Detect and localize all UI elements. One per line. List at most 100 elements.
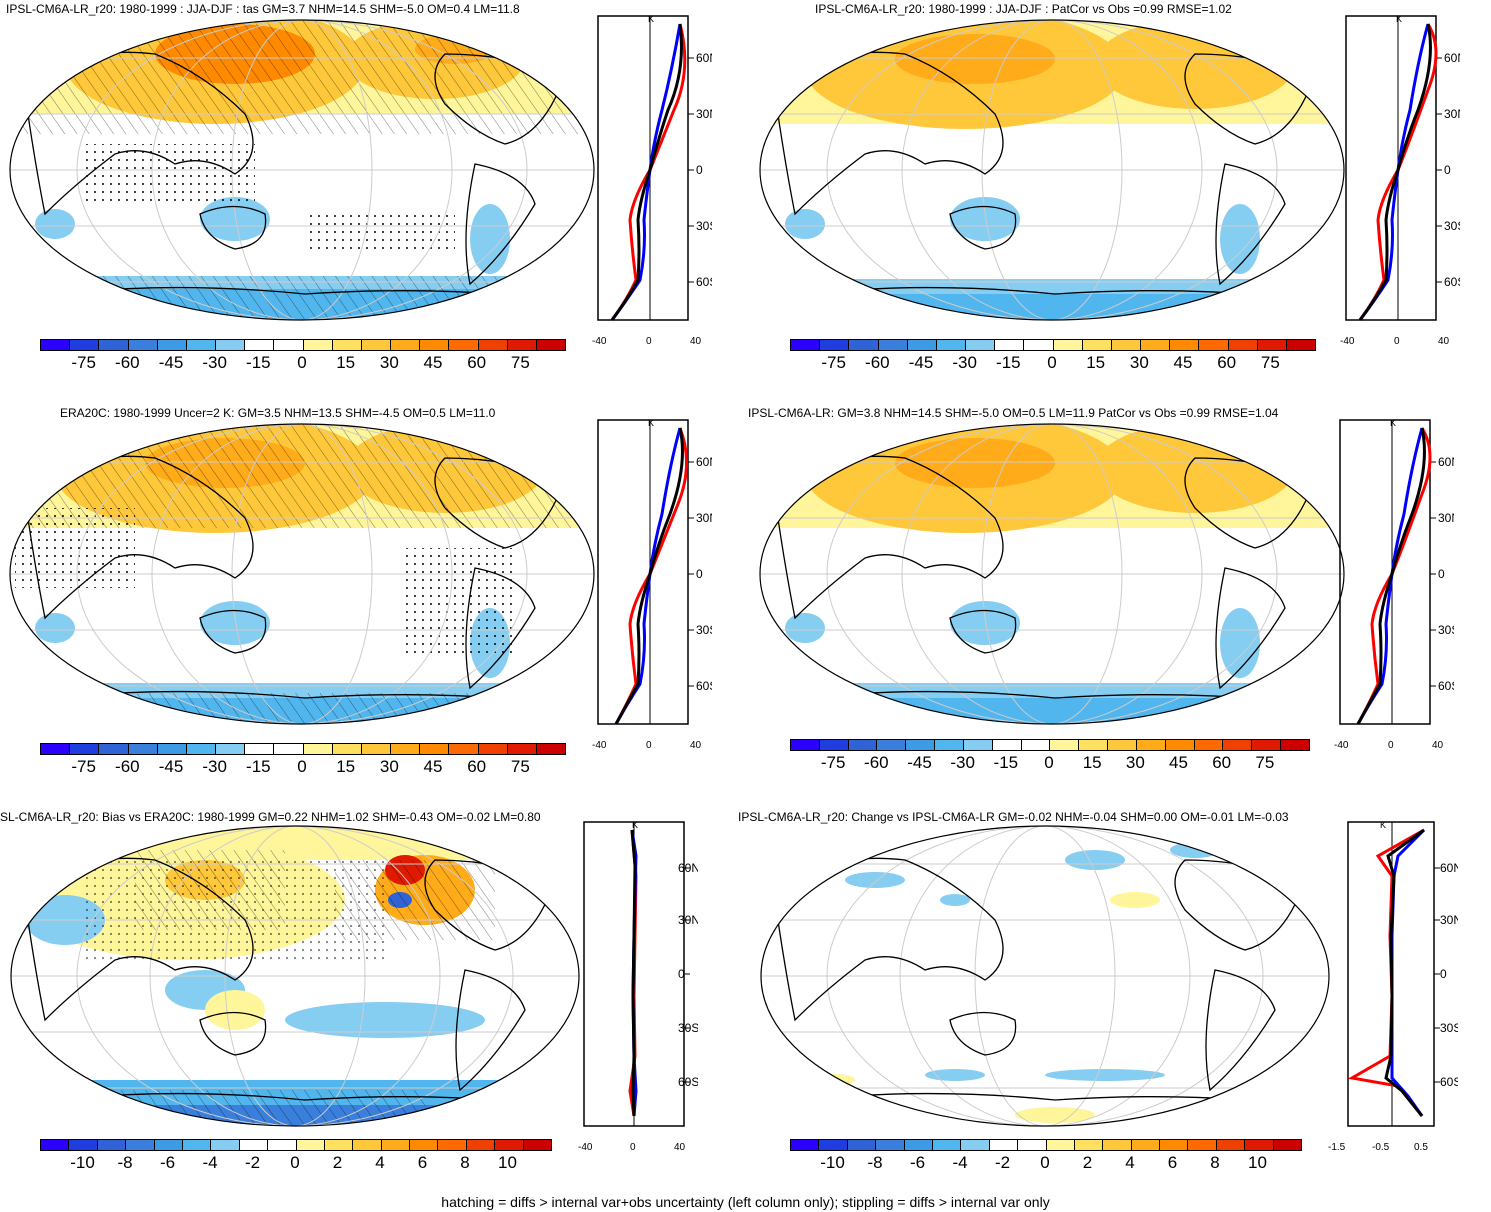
lat-label: 60S <box>696 275 712 289</box>
colorbar-label: 15 <box>1082 753 1102 772</box>
colorbar-swatch <box>906 740 936 750</box>
map-panel-2 <box>759 19 1345 321</box>
colorbar-swatch <box>1079 740 1109 750</box>
lat-label: 0 <box>696 163 703 177</box>
colorbar-swatch <box>791 340 821 350</box>
colorbar-swatch <box>1216 1140 1246 1150</box>
colorbar-swatch <box>381 1140 411 1150</box>
lat-label: 60N <box>1440 861 1458 875</box>
colorbar-swatch <box>1108 740 1137 750</box>
colorbar-swatch <box>966 340 996 350</box>
zonal-panel-6: K 60N 30N 0 30S 60S -1.5 -0.5 0.5 <box>1328 820 1458 1153</box>
colorbar-swatch <box>995 340 1025 350</box>
colorbar-swatch <box>523 1140 552 1150</box>
colorbar-label: 45 <box>423 353 443 372</box>
zonal-line-mean <box>614 427 684 725</box>
colorbar-labels-4: -75 -60 -45 -30 -15 0 15 30 45 60 75 <box>790 753 1308 775</box>
colorbar-label: 15 <box>1086 353 1106 372</box>
footer-note: hatching = diffs > internal var+obs unce… <box>441 1194 1050 1210</box>
colorbar-swatch <box>1281 740 1309 750</box>
lat-label: 60S <box>678 1075 698 1089</box>
colorbar-label: -2 <box>244 1153 261 1172</box>
colorbar-swatch <box>791 1140 820 1150</box>
lat-label: 0 <box>1444 163 1451 177</box>
zonal-tick: 0 <box>1394 336 1400 347</box>
colorbar-swatch <box>907 340 937 350</box>
colorbar-label: 0 <box>297 353 307 372</box>
colorbar-label: -75 <box>71 353 96 372</box>
zonal-tick: 40 <box>1438 336 1450 347</box>
colorbar-swatch <box>478 744 508 754</box>
zonal-tick: 0 <box>1388 740 1394 751</box>
colorbar-label: -75 <box>821 353 846 372</box>
colorbar-swatch <box>128 340 158 350</box>
colorbar-swatch <box>495 1140 524 1150</box>
zonal-unit: K <box>632 820 638 830</box>
colorbar-swatch <box>41 1140 70 1150</box>
colorbar-label: 0 <box>1044 753 1054 772</box>
colorbar-5 <box>40 1139 552 1151</box>
zonal-unit: K <box>648 14 654 24</box>
zonal-line-obs <box>614 427 682 725</box>
colorbar-labels-3: -75 -60 -45 -30 -15 0 15 30 45 60 75 <box>40 757 564 779</box>
colorbar-swatch <box>1018 1140 1047 1150</box>
lat-label: 30S <box>1440 1021 1458 1035</box>
colorbar-swatch <box>268 1140 297 1150</box>
colorbar-swatch <box>935 740 964 750</box>
map-panel-3 <box>9 423 595 725</box>
panel-title-2: IPSL-CM6A-LR_r20: 1980-1999 : JJA-DJF : … <box>815 2 1232 16</box>
colorbar-label: -60 <box>865 353 890 372</box>
colorbar-labels-1: -75 -60 -45 -30 -15 0 15 30 45 60 75 <box>40 353 564 375</box>
colorbar-swatch <box>819 740 849 750</box>
colorbar-label: 75 <box>510 353 530 372</box>
colorbar-swatch <box>324 1140 354 1150</box>
lat-label: 60N <box>1444 51 1460 65</box>
colorbar-label: -10 <box>70 1153 95 1172</box>
zonal-tick: -40 <box>592 336 607 347</box>
colorbar-label: -6 <box>159 1153 176 1172</box>
colorbar-swatch <box>849 340 879 350</box>
colorbar-swatch <box>1082 340 1112 350</box>
zonal-panel-1: K 60N 30N 0 30S 60S -40 0 40 <box>592 14 712 347</box>
colorbar-label: 8 <box>1210 1153 1220 1172</box>
colorbar-label: 2 <box>1082 1153 1093 1172</box>
colorbar-swatch <box>449 340 479 350</box>
zonal-tick: -1.5 <box>1328 1142 1346 1153</box>
colorbar-swatch <box>126 1140 155 1150</box>
colorbar-4 <box>790 739 1310 751</box>
colorbar-swatch <box>1165 740 1195 750</box>
colorbar-6 <box>790 1139 1302 1151</box>
lat-label: 30N <box>1440 913 1458 927</box>
colorbar-swatch <box>97 1140 127 1150</box>
colorbar-swatch <box>353 1140 382 1150</box>
lat-label: 60S <box>1440 1075 1458 1089</box>
panel-title-5: SL-CM6A-LR_r20: Bias vs ERA20C: 1980-199… <box>0 810 541 824</box>
colorbar-swatch <box>1223 740 1253 750</box>
colorbar-swatch <box>961 1140 990 1150</box>
colorbar-swatch <box>391 340 421 350</box>
colorbar-swatch <box>536 744 566 754</box>
colorbar-swatch <box>507 340 537 350</box>
colorbar-2 <box>790 339 1316 351</box>
colorbar-swatch <box>1273 1140 1302 1150</box>
lat-label: 30S <box>678 1021 698 1035</box>
zonal-line-model <box>614 427 689 725</box>
lat-label: 0 <box>678 967 685 981</box>
colorbar-swatch <box>245 744 275 754</box>
colorbar-label: 0 <box>297 757 307 776</box>
zonal-tick: -0.5 <box>1372 1142 1390 1153</box>
colorbar-swatch <box>904 1140 933 1150</box>
lat-label: 0 <box>1438 567 1445 581</box>
colorbar-swatch <box>1141 340 1171 350</box>
zonal-line-model <box>1358 23 1438 321</box>
colorbar-swatch <box>820 340 850 350</box>
colorbar-swatch <box>989 1140 1019 1150</box>
colorbar-label: -45 <box>158 353 184 372</box>
colorbar-label: 45 <box>1173 353 1193 372</box>
zonal-tick: -40 <box>1334 740 1349 751</box>
colorbar-label: -30 <box>952 353 977 372</box>
colorbar-swatch <box>1053 340 1083 350</box>
lat-label: 30S <box>696 623 712 637</box>
colorbar-label: 60 <box>1212 753 1232 772</box>
colorbar-swatch <box>99 744 129 754</box>
